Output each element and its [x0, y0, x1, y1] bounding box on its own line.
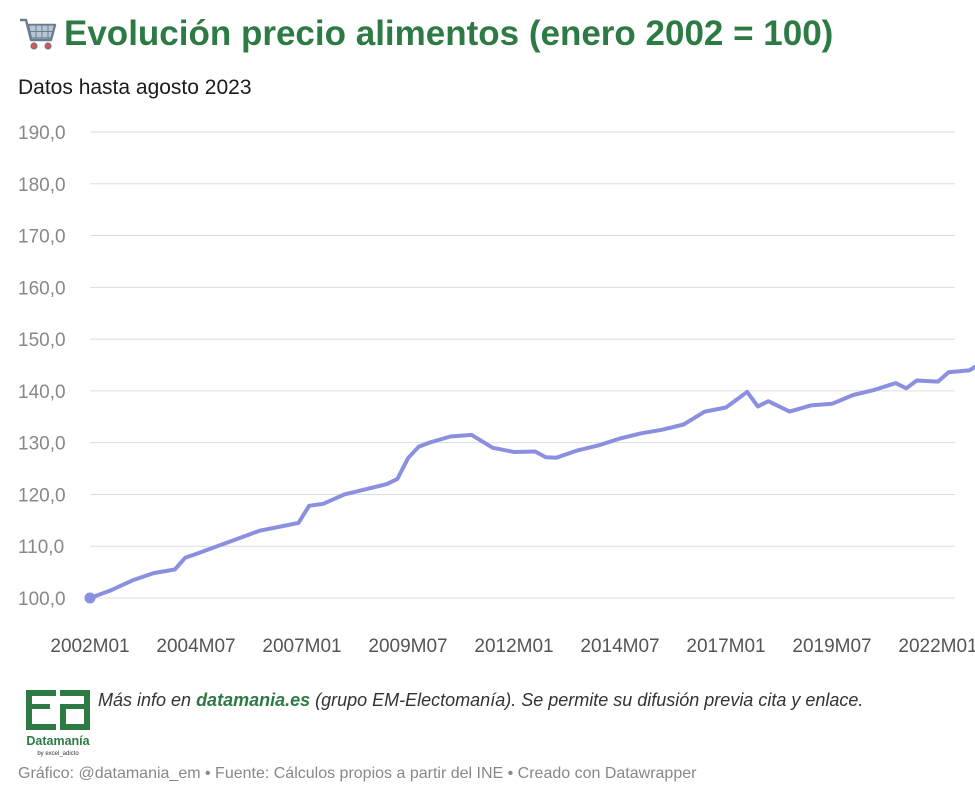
logo-tagline: by excel_adicto: [37, 751, 79, 757]
y-tick-label: 180,0: [18, 175, 66, 196]
chart-credit: Gráfico: @datamania_em • Fuente: Cálculo…: [18, 765, 697, 782]
x-tick-label: 2019M07: [792, 636, 871, 657]
footer-note-prefix: Más info en: [98, 690, 197, 710]
y-tick-label: 150,0: [18, 330, 66, 351]
logo-name: Datamanía: [26, 734, 90, 748]
y-tick-label: 170,0: [18, 227, 66, 248]
x-tick-label: 2014M07: [580, 636, 659, 657]
y-tick-label: 130,0: [18, 434, 66, 455]
y-tick-label: 100,0: [18, 589, 66, 610]
chart-subtitle: Datos hasta agosto 2023: [18, 76, 252, 99]
y-tick-label: 160,0: [18, 278, 66, 299]
footer-note-suffix: (grupo EM-Electomanía). Se permite su di…: [310, 690, 864, 710]
shopping-cart-icon: [20, 18, 57, 50]
chart-title: Evolución precio alimentos (enero 2002 =…: [18, 14, 833, 54]
chart-title-text: Evolución precio alimentos (enero 2002 =…: [64, 14, 834, 53]
x-tick-label: 2012M01: [474, 636, 553, 657]
series-line: [88, 364, 975, 600]
datamania-link[interactable]: datamania.es: [196, 690, 311, 710]
y-tick-label: 120,0: [18, 485, 66, 506]
start-point: [84, 592, 96, 604]
x-tick-label: 2002M01: [50, 636, 129, 657]
y-tick-label: 140,0: [18, 382, 66, 403]
x-tick-label: 2017M01: [686, 636, 765, 657]
footer-note: Más info en datamania.es (grupo EM-Elect…: [98, 690, 863, 711]
x-tick-label: 2004M07: [156, 636, 235, 657]
datamania-logo: Datamanía by excel_adicto: [26, 690, 91, 757]
x-tick-label: 2007M01: [262, 636, 341, 657]
x-tick-label: 2022M01: [898, 636, 975, 657]
y-tick-label: 110,0: [18, 537, 64, 558]
x-tick-label: 2009M07: [368, 636, 447, 657]
line-chart: 190,0 180,0 170,0 160,0 150,0 140,0 130,0 120,0…: [18, 123, 975, 657]
y-tick-label: 190,0: [18, 123, 66, 144]
